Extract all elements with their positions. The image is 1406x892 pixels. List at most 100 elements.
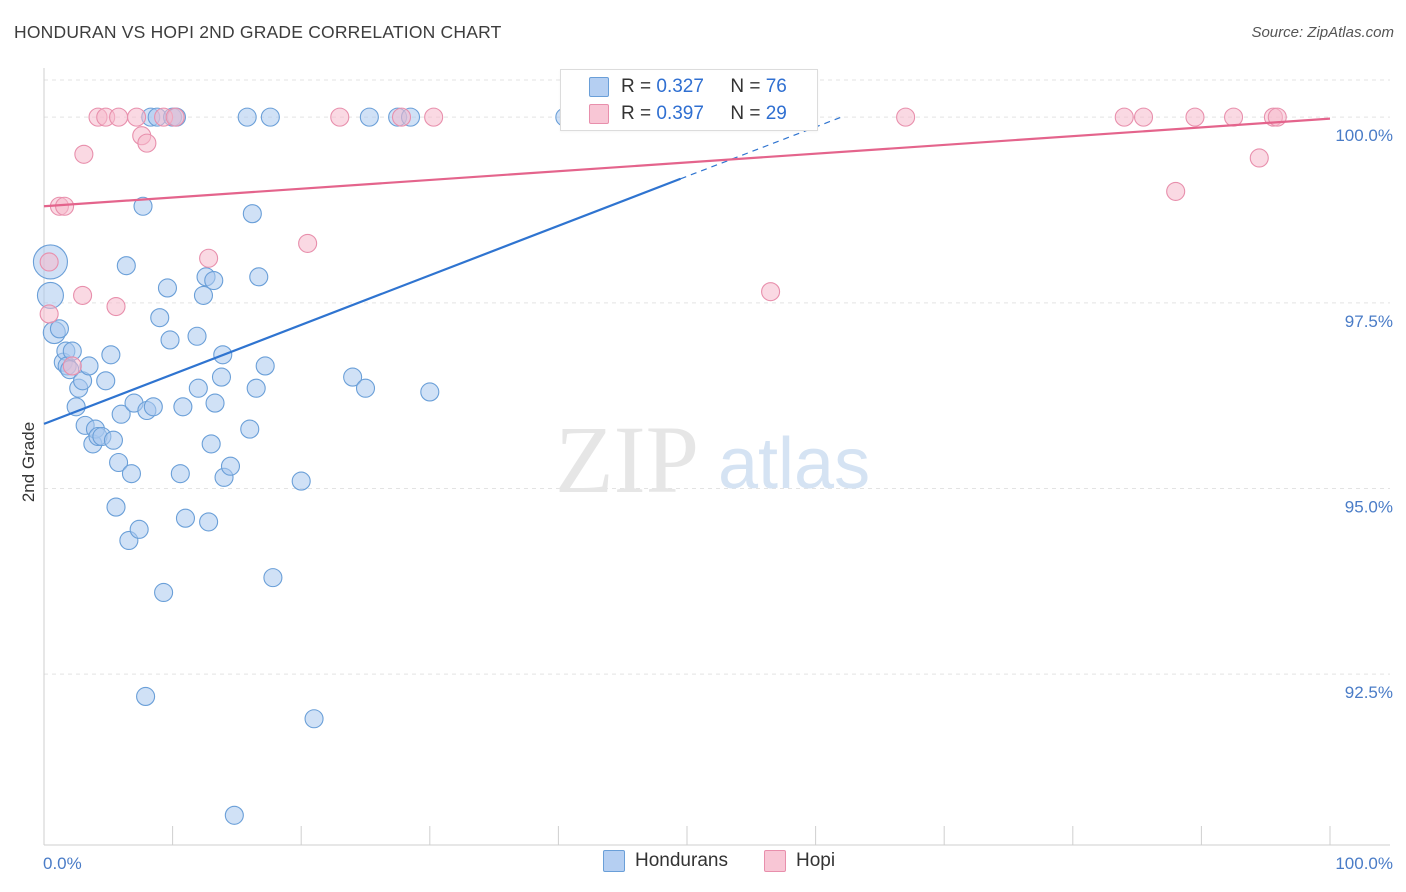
honduran-point [260,107,280,127]
honduran-point [193,285,214,305]
honduran-point [249,267,269,287]
hopi-point [39,252,59,272]
y-tick-label: 95.0% [1345,497,1393,516]
honduran-point [154,582,174,603]
y-tick-label: 97.5% [1345,312,1393,331]
hopi-point [1249,148,1269,168]
hopi-point [896,107,916,127]
legend-n-label: N = [730,76,766,97]
honduran-point [220,456,241,476]
honduran-point [242,204,262,224]
hopi-point [391,107,412,127]
chart-title: HONDURAN VS HOPI 2ND GRADE CORRELATION C… [14,22,502,42]
honduran-point [291,471,311,491]
hopi-trend-line [43,117,1331,208]
hopi-point [109,107,129,127]
honduran-point [66,397,86,417]
legend-r-label: R = [621,103,657,124]
honduran-point [129,519,149,539]
watermark: ZIP atlas [555,406,870,513]
legend-r-label: R = [621,76,657,97]
y-tick-label: 100.0% [1335,126,1393,145]
honduran-point [204,270,224,291]
honduran-point [255,356,275,376]
honduran-point [150,308,170,328]
hopi-point [137,133,157,153]
legend-r-value-hopi: 0.397 [656,103,704,124]
legend-n-value-hopi: 29 [765,103,787,124]
honduran-point [201,434,221,454]
honduran-point [420,382,440,402]
hopi-point [1185,107,1205,127]
hopi-point [73,285,93,305]
hopi-point [1133,107,1154,127]
honduran-point [143,397,163,417]
x-tick-label-min: 0.0% [43,854,82,873]
honduran-point [355,378,376,398]
x-tick-label-max: 100.0% [1335,854,1393,873]
honduran-point [175,508,196,528]
honduran-point [246,378,266,398]
correlation-legend: R = 0.327 N = 76 R = 0.397 N = 29 [560,69,818,131]
honduran-point [188,378,208,398]
honduran-point [187,326,207,346]
hopi-legend-icon [764,850,786,872]
honduran-point [343,367,363,387]
honduran-point [224,805,244,825]
honduran-point [199,512,219,532]
honduran-point [109,452,129,473]
hopi-point [39,304,59,324]
legend-label-hondurans: Hondurans [635,850,728,871]
legend-n-label: N = [730,103,766,124]
y-axis-title: 2nd Grade [19,422,38,502]
legend-r-value-hondurans: 0.327 [656,76,704,97]
honduran-point [211,367,232,387]
hopi-point [127,107,147,127]
honduran-point [106,497,126,517]
hopi-point [199,248,219,268]
honduran-point [205,393,225,413]
watermark-zip: ZIP [555,406,699,513]
honduran-point [160,330,180,350]
honduran-trend-line [43,177,681,425]
hopi-point [330,107,350,127]
honduran-point [36,281,64,309]
grid-layer [44,79,1390,675]
y-tick-label: 92.5% [1345,683,1393,702]
honduran-point [79,356,99,376]
honduran-point [116,256,136,276]
hopi-point [1166,181,1186,201]
hopi-point [62,356,82,376]
hopi-point [1224,107,1244,127]
hopi-point [165,107,185,127]
legend-item-hopi[interactable]: Hopi [764,850,835,872]
honduran-point [121,464,141,484]
honduran-point [304,709,324,729]
hondurans-swatch-icon [589,77,609,97]
honduran-point [359,107,379,127]
honduran-point [157,278,178,298]
honduran-point [49,319,69,339]
honduran-point [170,464,190,484]
hopi-point [74,144,94,164]
hopi-swatch-icon [589,104,609,124]
honduran-point [133,196,153,216]
honduran-point [101,345,121,365]
source-credit: Source: ZipAtlas.com [1251,24,1394,41]
axis-layer: 92.5% 95.0% 97.5% 100.0% [43,68,1393,846]
trend-layer [43,116,1331,425]
watermark-atlas: atlas [718,424,870,504]
hopi-point [761,282,781,302]
honduran-point [173,397,193,417]
legend-item-hondurans[interactable]: Hondurans [603,850,728,872]
legend-label-hopi: Hopi [796,850,836,871]
honduran-point [136,686,156,707]
hopi-point [424,107,444,127]
honduran-point [240,419,260,439]
honduran-point [111,404,131,424]
honduran-point [263,568,283,588]
honduran-point [96,371,116,391]
hopi-point [106,296,126,317]
hopi-point [298,233,318,253]
